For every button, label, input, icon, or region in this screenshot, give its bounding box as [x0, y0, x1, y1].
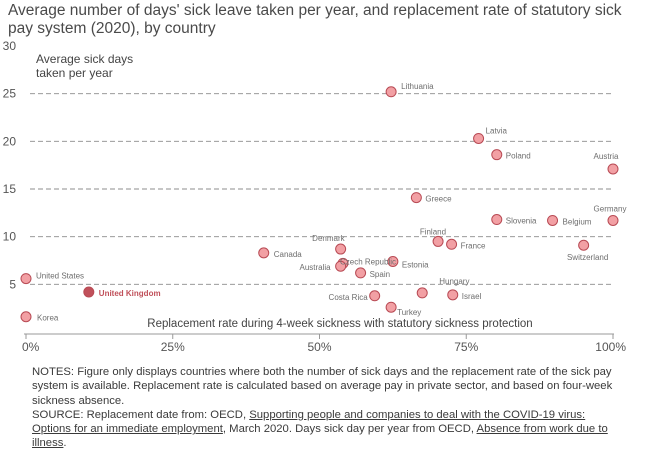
point-germany [607, 214, 619, 226]
point-greece [410, 192, 422, 204]
point-labels: Korea United States United Kingdom Canada De… [36, 82, 626, 323]
gridlines [30, 93, 613, 285]
source-middle: , March 2020. Days sick day per year fro… [222, 423, 477, 436]
label-germany: Germany [594, 204, 627, 213]
label-switzerland: Switzerland [567, 253, 608, 262]
label-france: France [461, 241, 486, 250]
chart-title: Average number of days' sick leave taken… [8, 2, 622, 37]
point-lithuania [385, 86, 397, 98]
y-tick-label: 20 [3, 134, 17, 148]
point-hungary [416, 287, 428, 299]
source-end: . [63, 437, 67, 450]
label-turkey: Turkey [397, 308, 421, 317]
label-czech-republic: Czech Republic [340, 257, 396, 266]
notes-section: NOTES: Figure only displays countries wh… [32, 365, 622, 451]
label-united-states: United States [36, 272, 84, 281]
y-tick-label: 25 [3, 87, 17, 101]
x-tick-label: 0% [22, 340, 40, 354]
label-hungary: Hungary [439, 277, 469, 286]
point-spain [355, 267, 367, 279]
point-costa-rica [369, 290, 381, 302]
point-united-kingdom [83, 286, 95, 298]
y-tick-label: 5 [9, 277, 16, 291]
label-australia: Australia [300, 263, 332, 272]
point-slovenia [491, 214, 503, 226]
label-belgium: Belgium [563, 217, 592, 226]
label-denmark: Denmark [312, 234, 345, 243]
source-link-absence[interactable]: Absence from work due to illness [32, 423, 608, 450]
x-tick-label: 25% [161, 340, 185, 354]
x-axis-label: Replacement rate during 4-week sickness … [147, 318, 532, 330]
label-costa-rica: Costa Rica [329, 293, 369, 302]
point-switzerland [578, 239, 590, 251]
label-estonia: Estonia [402, 260, 429, 269]
point-turkey [385, 301, 397, 313]
point-latvia [473, 132, 485, 144]
point-united-states [20, 273, 32, 285]
data-points [20, 86, 619, 323]
label-greece: Greece [425, 195, 452, 204]
point-denmark [335, 243, 347, 255]
label-latvia: Latvia [486, 126, 508, 135]
label-lithuania: Lithuania [401, 82, 434, 91]
x-axis-ticks: 0% 25% 50% 75% 100% [22, 334, 626, 354]
label-korea: Korea [37, 314, 59, 323]
point-poland [491, 149, 503, 161]
scatter-chart: 5 10 15 20 25 30 0% 25% 50% 75% 100% Average sick… [3, 39, 627, 354]
y-axis-ticks: 5 10 15 20 25 30 [3, 39, 17, 291]
x-tick-label: 100% [595, 340, 626, 354]
point-finland [432, 235, 444, 247]
y-tick-label: 15 [3, 182, 17, 196]
point-austria [607, 163, 619, 175]
label-israel: Israel [462, 292, 482, 301]
y-tick-label: 30 [3, 39, 17, 53]
x-tick-label: 50% [307, 340, 331, 354]
label-finland: Finland [420, 227, 446, 236]
label-slovenia: Slovenia [506, 217, 537, 226]
notes-text: NOTES: Figure only displays countries wh… [32, 366, 613, 407]
y-axis-label-backdrop [30, 50, 148, 82]
label-austria: Austria [594, 152, 619, 161]
source-text: SOURCE: Replacement date from: OECD, Sup… [32, 408, 622, 451]
label-united-kingdom: United Kingdom [99, 289, 161, 298]
source-link-oecd-covid[interactable]: Supporting people and companies to deal … [32, 408, 586, 436]
point-korea [20, 311, 32, 323]
point-estonia [387, 255, 399, 267]
label-poland: Poland [506, 152, 531, 161]
point-israel [447, 289, 459, 301]
point-belgium [547, 214, 559, 226]
point-canada [258, 247, 270, 259]
point-australia [335, 260, 347, 272]
label-canada: Canada [274, 250, 303, 259]
source-prefix: SOURCE: Replacement date from: OECD, [32, 408, 250, 421]
x-tick-label: 75% [454, 340, 478, 354]
point-france [446, 238, 458, 250]
y-axis-label: Average sick days taken per year [36, 52, 133, 80]
label-spain: Spain [370, 270, 390, 279]
y-tick-label: 10 [3, 230, 17, 244]
